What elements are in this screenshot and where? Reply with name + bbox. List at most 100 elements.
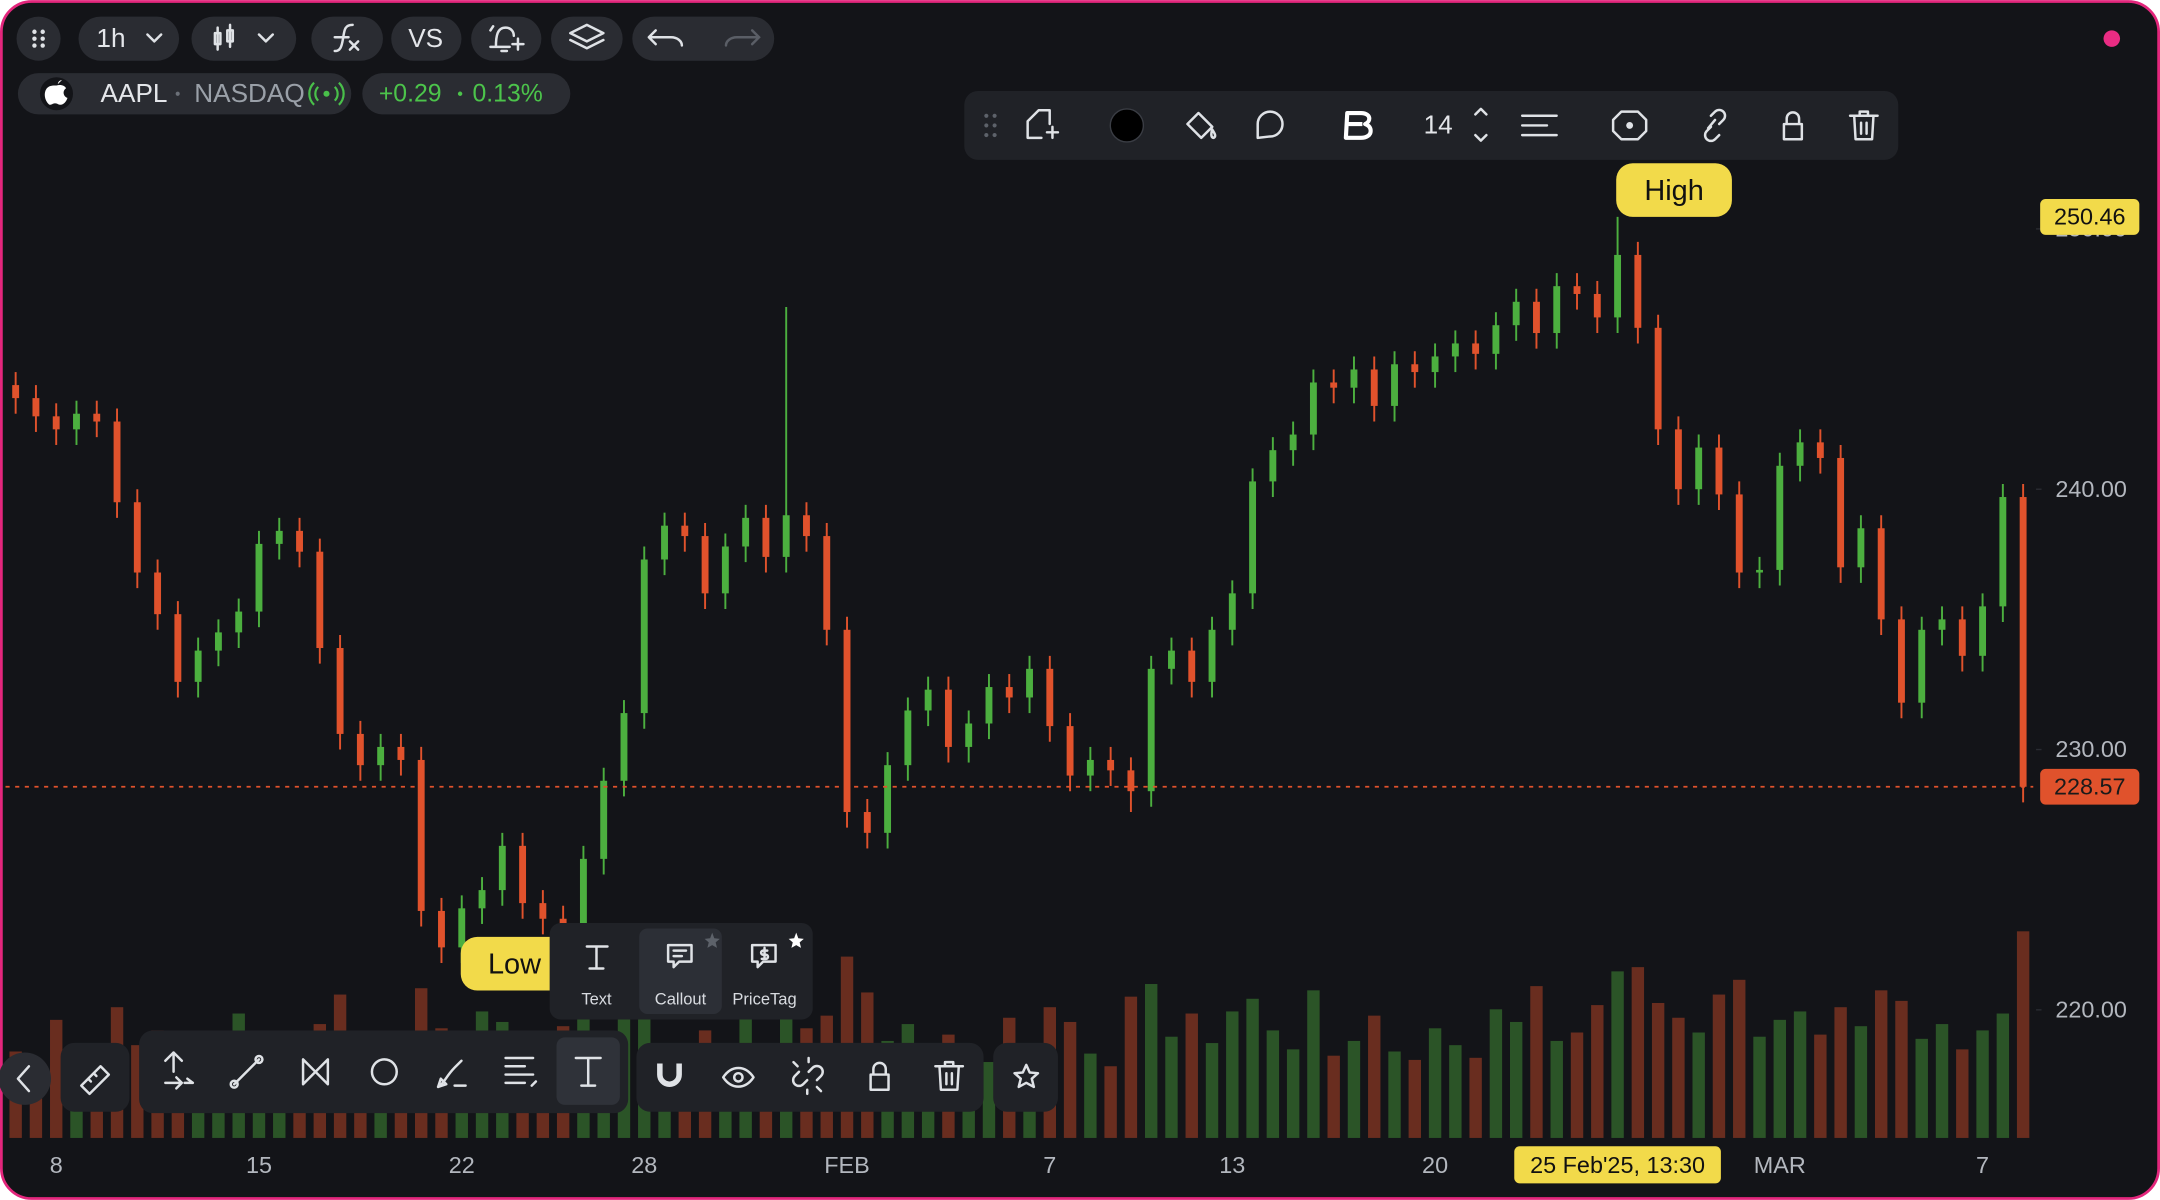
volume-bar (1530, 986, 1543, 1138)
candle-body (863, 812, 871, 833)
eye-icon[interactable] (721, 1066, 755, 1088)
volume-bar (1773, 1019, 1786, 1138)
candle-body (965, 723, 973, 747)
bold-icon[interactable] (1343, 110, 1373, 140)
volume-bar (1996, 1013, 2010, 1138)
x-tick-label: 22 (449, 1152, 475, 1178)
collapse-button[interactable] (0, 1052, 51, 1105)
settings-icon[interactable] (1611, 110, 1648, 141)
candle-body (1228, 593, 1236, 630)
candle-body (661, 525, 668, 560)
history-buttons[interactable] (632, 16, 775, 61)
delete-all-icon[interactable] (934, 1060, 965, 1091)
lock-icon[interactable] (1782, 111, 1804, 141)
x-tick-label: 8 (50, 1152, 63, 1178)
shape-tool-icon[interactable] (370, 1058, 398, 1086)
candle-body (519, 845, 527, 904)
redo-icon (724, 29, 761, 47)
candle-body (1877, 528, 1885, 620)
interval-label: 1h (96, 23, 125, 53)
x-tick-label: 13 (1219, 1152, 1245, 1178)
favorite-star[interactable] (704, 932, 720, 948)
top-toolbar: 1h VS (16, 16, 2121, 61)
text-tool-label[interactable]: Text (581, 990, 612, 1009)
candle-body (417, 759, 425, 911)
fill-icon[interactable] (1186, 111, 1217, 140)
volume-bar (1327, 1055, 1340, 1138)
candle-body (255, 543, 263, 612)
volume-bar (1814, 1034, 1827, 1138)
link-icon[interactable] (1703, 108, 1727, 143)
font-size-stepper[interactable] (1474, 107, 1488, 142)
callout-tool-label[interactable]: Callout (655, 990, 707, 1009)
pricetag-tool-icon[interactable] (750, 943, 777, 969)
y-tick-label: 230.00 (2055, 736, 2127, 762)
volume-bar (1307, 990, 1320, 1138)
volume-bar (1469, 1057, 1482, 1138)
magnet-icon[interactable] (657, 1063, 682, 1087)
add-template-icon[interactable] (1026, 109, 1060, 140)
volume-bar (1692, 1032, 1705, 1138)
callout-shape-icon[interactable] (1256, 110, 1284, 140)
indicators-button[interactable] (311, 16, 383, 61)
volume-bar (1124, 996, 1138, 1138)
candle-body (944, 689, 952, 747)
text-tool-icon[interactable] (585, 945, 609, 970)
candle-body (1634, 254, 1642, 328)
candle-body (985, 687, 993, 724)
volume-bar (50, 1019, 63, 1138)
trend-tool-icon[interactable] (164, 1051, 195, 1090)
volume-bar (1591, 1005, 1604, 1138)
candle-body (1816, 442, 1824, 458)
font-size[interactable]: 14 (1424, 110, 1453, 140)
candle-body (1309, 382, 1317, 435)
menu-button[interactable] (16, 16, 61, 61)
candle-body (1533, 301, 1540, 334)
alert-button[interactable] (471, 16, 542, 61)
candle-body (498, 845, 506, 891)
eye-pupil (732, 1071, 744, 1083)
volume-bar (1509, 1021, 1523, 1138)
candle-body (458, 908, 466, 948)
volume-bar (1063, 1021, 1077, 1138)
menu-icon (32, 29, 45, 48)
pricetag-tool-label[interactable]: PriceTag (732, 990, 796, 1009)
layers-button[interactable] (551, 16, 623, 61)
candle-body (113, 421, 121, 503)
candle-body (1107, 759, 1115, 771)
candle-body (701, 536, 709, 594)
ruler-button[interactable] (60, 1042, 130, 1112)
x-tick-label: MAR (1754, 1152, 1806, 1178)
volume-bar (1428, 1028, 1442, 1138)
volume-bar (1895, 1000, 1908, 1138)
candle-body (1898, 619, 1905, 703)
candle-body (194, 650, 202, 682)
callout-tool-icon[interactable] (666, 943, 693, 969)
volume-bar (1347, 1040, 1361, 1138)
favorites-icon (1013, 1063, 1040, 1089)
align-icon[interactable] (1520, 114, 1558, 137)
lock-all-icon[interactable] (869, 1061, 890, 1091)
delete-icon[interactable] (1848, 110, 1879, 141)
interval-button[interactable] (78, 16, 180, 61)
unlink-icon[interactable] (791, 1056, 824, 1096)
x-tick-label: FEB (824, 1152, 870, 1178)
favorites-button[interactable] (993, 1042, 1058, 1112)
pattern-tool-icon[interactable] (301, 1058, 330, 1086)
compare-button[interactable] (391, 16, 462, 61)
candle-body (539, 903, 547, 919)
symbol-pill[interactable] (17, 73, 352, 115)
color-swatch[interactable] (1109, 108, 1145, 143)
candle-body (1756, 569, 1763, 573)
fib-tool-icon[interactable] (504, 1056, 538, 1087)
chart-type-button[interactable] (191, 16, 297, 61)
candle-body (1715, 447, 1723, 495)
line-tool-icon[interactable] (232, 1058, 261, 1086)
change-separator (457, 91, 463, 96)
candle-body (1208, 629, 1216, 682)
favorite-star-active[interactable] (788, 932, 804, 948)
brush-tool-icon[interactable] (436, 1059, 467, 1089)
tools-group (139, 1030, 629, 1114)
candle-body (1614, 254, 1622, 318)
